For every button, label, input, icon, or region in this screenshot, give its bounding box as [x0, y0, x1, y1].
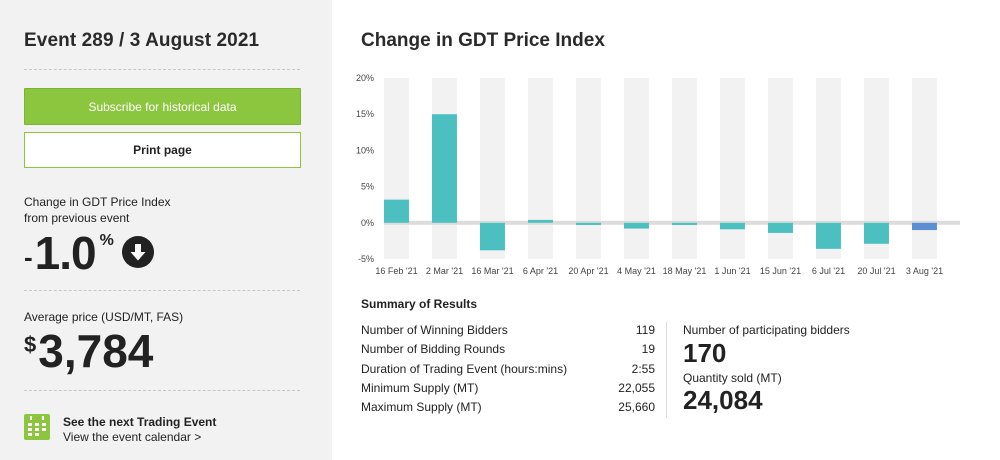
subscribe-button[interactable]: Subscribe for historical data [24, 88, 301, 125]
currency-symbol: $ [24, 332, 37, 357]
change-value: - 1.0 % [24, 228, 154, 278]
chart-band [720, 78, 745, 259]
summary-row-value: 119 [635, 323, 655, 337]
summary-row: Maximum Supply (MT) 25,660 [361, 400, 655, 414]
x-tick-label: 3 Aug '21 [906, 266, 943, 276]
divider [24, 390, 300, 391]
bar [432, 114, 457, 223]
participating-bidders-label: Number of participating bidders [683, 323, 850, 337]
summary-row-value: 22,055 [618, 381, 655, 395]
x-tick-label: 4 May '21 [617, 266, 656, 276]
y-tick-label: 0% [361, 218, 374, 228]
x-tick-label: 15 Jun '21 [760, 266, 801, 276]
x-tick-label: 1 Jun '21 [714, 266, 750, 276]
price-index-chart: 20% 15% 10% 5% 0% -5%16 Feb '21 2 Mar '21 16 Ma… [356, 73, 960, 276]
x-tick-label: 6 Apr '21 [523, 266, 558, 276]
chart-band [624, 78, 649, 259]
change-label: Change in GDT Price Index from previous … [24, 194, 224, 226]
average-price-value: $ 3,784 [24, 326, 153, 376]
event-title: Event 289 / 3 August 2021 [24, 30, 260, 51]
summary-title: Summary of Results [361, 297, 478, 311]
bar [576, 222, 601, 225]
summary-row-label: Number of Winning Bidders [361, 323, 508, 337]
change-number: 1.0 [34, 227, 97, 279]
quantity-sold-label: Quantity sold (MT) [683, 371, 782, 385]
x-tick-label: 16 Feb '21 [375, 266, 417, 276]
bar [864, 222, 889, 244]
summary-row: Number of Winning Bidders 119 [361, 323, 655, 337]
arrow-down-circle-icon [121, 236, 154, 268]
bar [384, 199, 409, 223]
summary-row: Number of Bidding Rounds 19 [361, 342, 655, 356]
x-tick-label: 16 Mar '21 [471, 266, 513, 276]
summary-separator [666, 322, 667, 418]
summary-row-value: 2:55 [631, 362, 655, 376]
change-label-line1: Change in GDT Price Index [24, 195, 171, 209]
bar [816, 222, 841, 249]
summary-row-value: 19 [641, 342, 655, 356]
participating-bidders-value: 170 [683, 338, 727, 368]
quantity-sold-value: 24,084 [683, 385, 763, 415]
bar [720, 222, 745, 230]
chart-band [912, 78, 937, 259]
change-sign: - [24, 242, 33, 272]
summary-row-label: Minimum Supply (MT) [361, 381, 479, 395]
y-tick-label: 10% [356, 145, 374, 155]
summary-row-value: 25,660 [618, 400, 655, 414]
chart-band [528, 78, 553, 259]
x-tick-label: 2 Mar '21 [426, 266, 463, 276]
bar [528, 219, 553, 223]
print-button[interactable]: Print page [24, 132, 301, 168]
summary-row-label: Number of Bidding Rounds [361, 342, 506, 356]
summary-row-label: Duration of Trading Event (hours:mins) [361, 362, 568, 376]
y-tick-label: 5% [361, 182, 374, 192]
change-unit: % [99, 232, 114, 249]
chart-title: Change in GDT Price Index [361, 30, 605, 51]
chart-band [672, 78, 697, 259]
bar [768, 222, 793, 233]
chart-band [576, 78, 601, 259]
bar [624, 222, 649, 229]
x-tick-label: 20 Jul '21 [857, 266, 895, 276]
chart-band [384, 78, 409, 259]
average-price-label: Average price (USD/MT, FAS) [24, 310, 184, 324]
summary-row: Duration of Trading Event (hours:mins) 2:… [361, 362, 655, 376]
bar [912, 222, 937, 231]
y-tick-label: -5% [358, 254, 374, 264]
bar [480, 222, 505, 251]
event-calendar-link[interactable]: View the event calendar > [63, 430, 202, 444]
divider [24, 290, 300, 291]
bar [672, 222, 697, 225]
event-sidebar: Event 289 / 3 August 2021 Subscribe for … [0, 0, 332, 460]
x-tick-label: 6 Jul '21 [812, 266, 845, 276]
divider [24, 69, 300, 70]
calendar-icon[interactable] [24, 414, 50, 440]
average-price-number: 3,784 [38, 325, 154, 377]
x-tick-label: 18 May '21 [663, 266, 707, 276]
y-tick-label: 20% [356, 73, 374, 83]
y-tick-label: 15% [356, 109, 374, 119]
summary-row: Minimum Supply (MT) 22,055 [361, 381, 655, 395]
next-event-title: See the next Trading Event [63, 415, 217, 429]
change-label-line2: from previous event [24, 211, 130, 225]
x-tick-label: 20 Apr '21 [568, 266, 608, 276]
summary-row-label: Maximum Supply (MT) [361, 400, 482, 414]
